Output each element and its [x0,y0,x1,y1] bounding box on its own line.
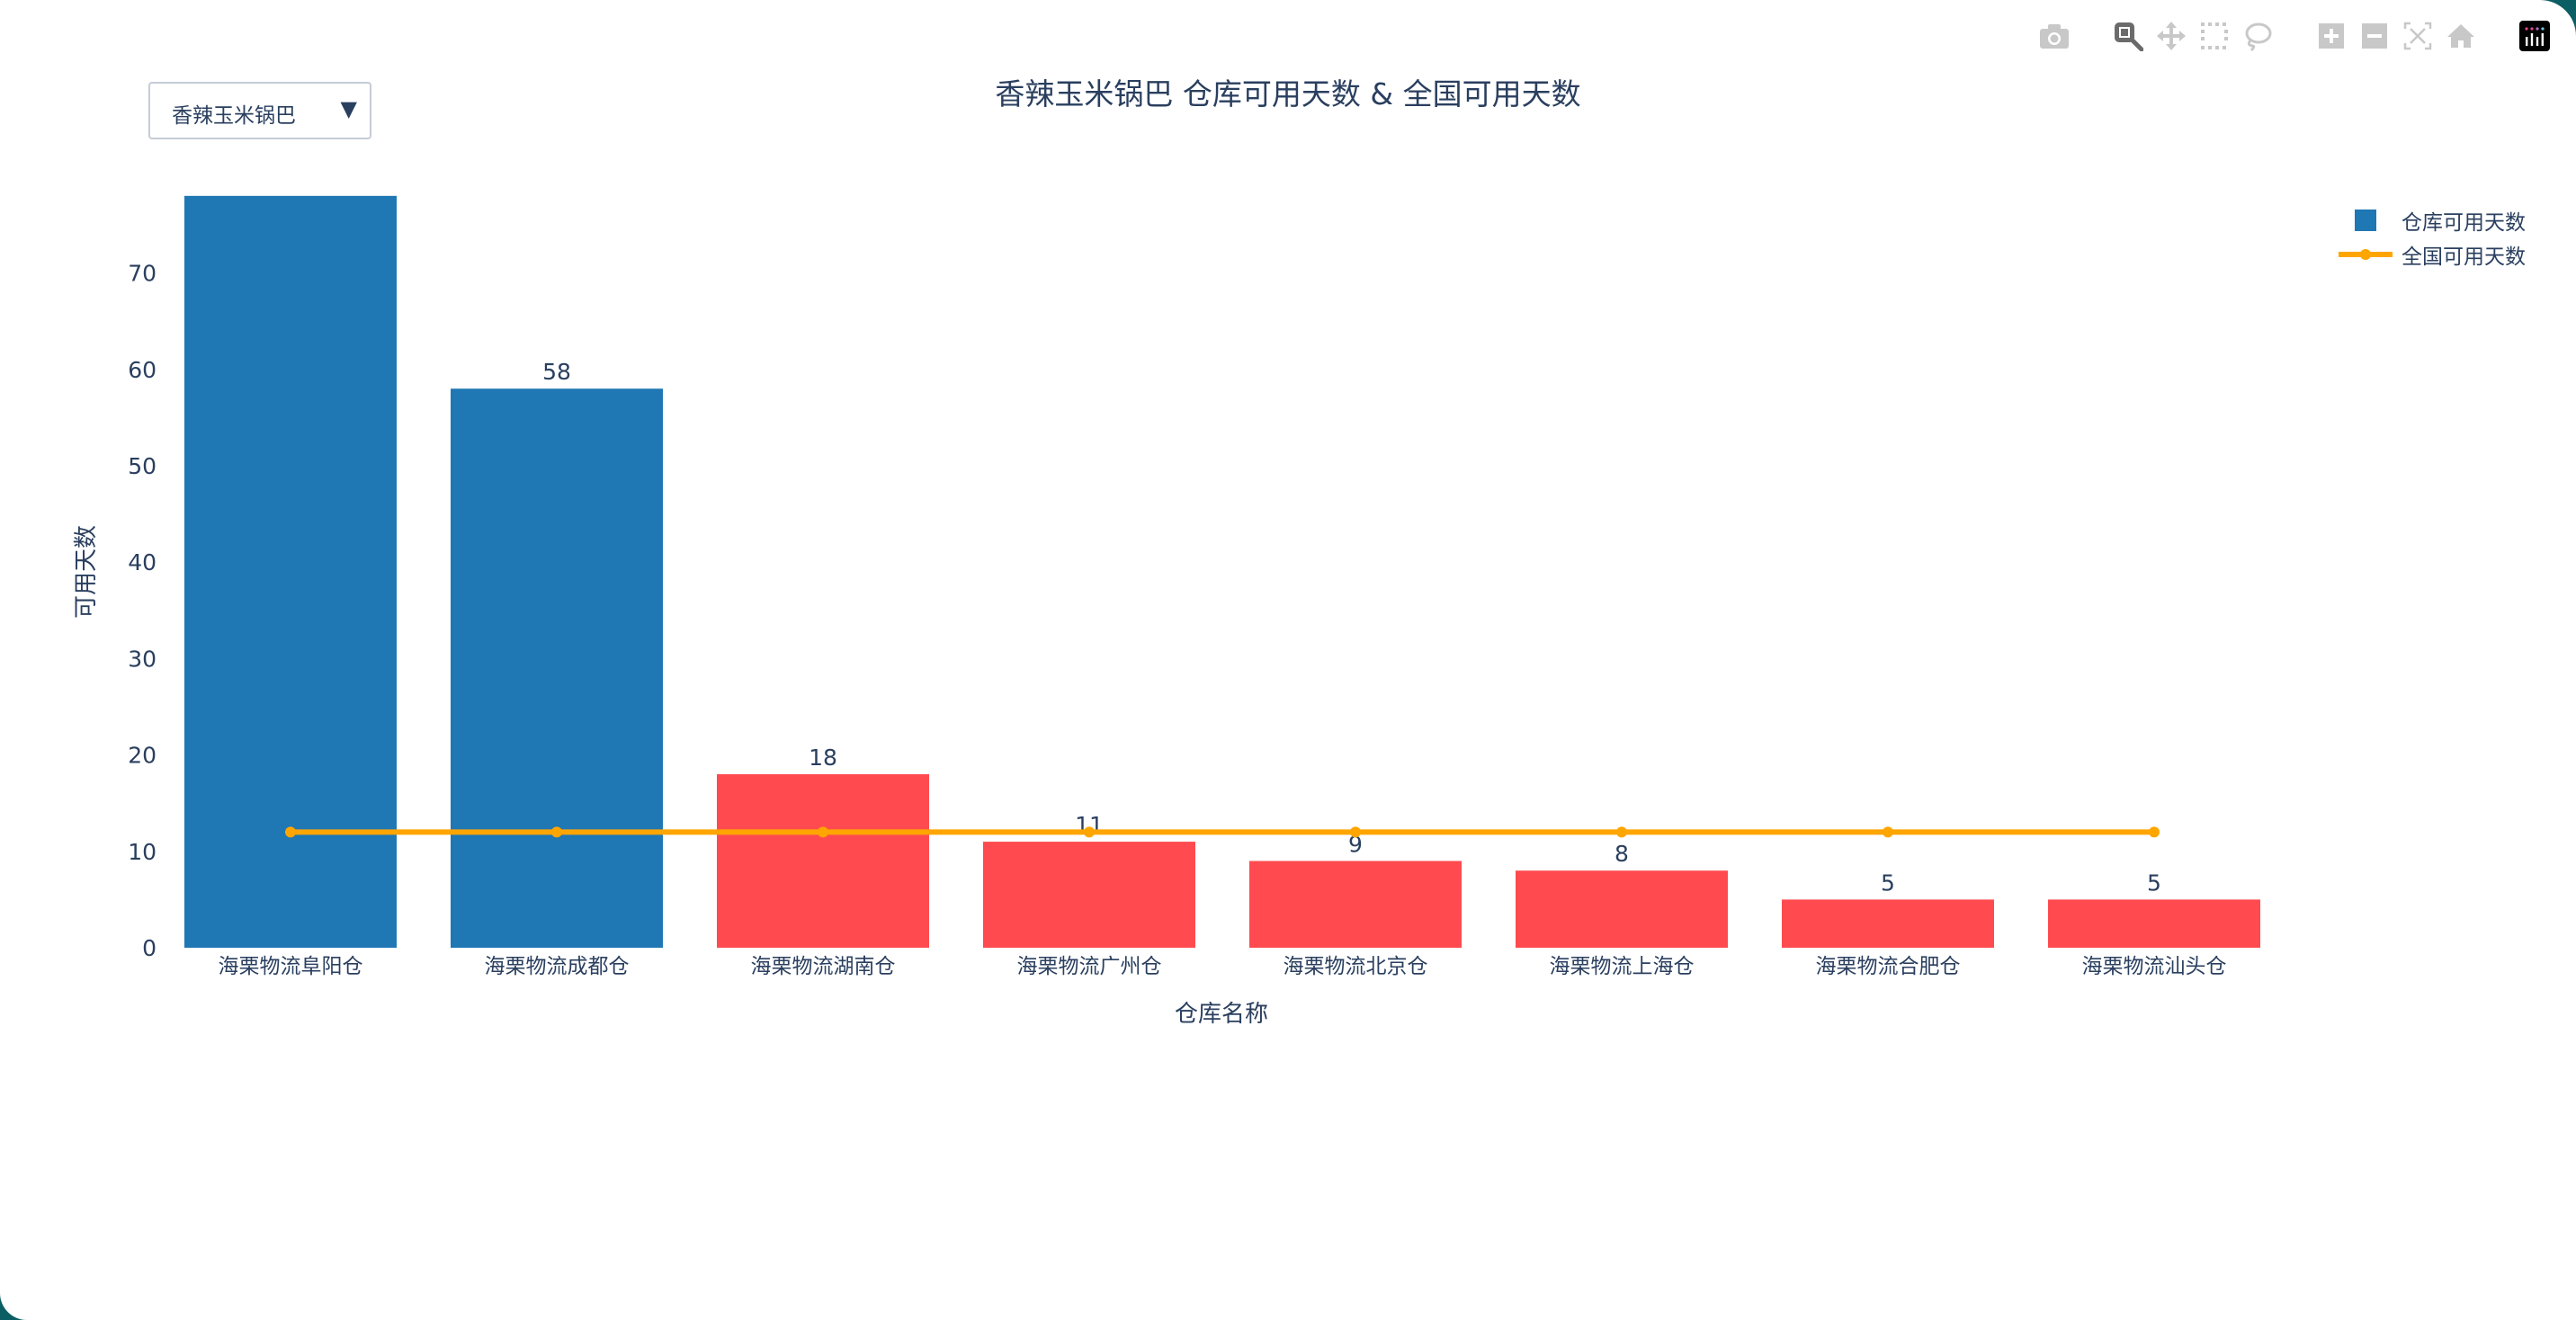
y-axis-ticks: 0 10 20 30 40 50 60 70 [128,261,157,961]
bar[interactable] [451,388,663,948]
pan-icon[interactable] [2155,20,2187,52]
bar-value-label: 9 [1348,832,1363,858]
zoom-icon[interactable] [2112,20,2144,52]
y-tick-label: 20 [128,743,157,769]
bar[interactable] [2048,899,2260,948]
y-tick-label: 60 [128,357,157,383]
line-marker[interactable] [285,826,296,838]
box-select-icon[interactable] [2198,20,2231,52]
x-tick-label: 海栗物流成都仓 [485,955,630,978]
legend-square-icon [2355,210,2376,231]
bar[interactable] [184,195,397,949]
legend-item-warehouse-days[interactable]: 仓库可用天数 [2335,203,2569,237]
bar-value-label: 58 [542,359,571,385]
bar[interactable] [1249,861,1462,948]
bar[interactable] [983,842,1195,948]
x-axis-ticks: 海栗物流阜阳仓 海栗物流成都仓 海栗物流湖南仓 海栗物流广州仓 海栗物流北京仓 海栗物流上… [219,955,2227,978]
line-marker[interactable] [1883,826,1893,838]
line-marker[interactable] [551,826,562,838]
x-tick-label: 海栗物流合肥仓 [1816,955,1961,978]
bar-value-label: 8 [1614,841,1629,867]
line-marker[interactable] [2149,826,2160,838]
zoom-in-icon[interactable] [2315,20,2348,52]
bar[interactable] [717,774,929,948]
autoscale-icon[interactable] [2402,20,2434,52]
plotly-logo-icon[interactable] [2518,20,2551,52]
x-tick-label: 海栗物流北京仓 [1284,955,1428,978]
x-tick-label: 海栗物流湖南仓 [751,955,896,978]
x-tick-label: 海栗物流上海仓 [1550,955,1695,978]
x-tick-label: 海栗物流汕头仓 [2082,955,2227,978]
legend: 仓库可用天数 全国可用天数 [2335,203,2569,272]
bar-value-label: 18 [809,745,837,771]
legend-item-national-days[interactable]: 全国可用天数 [2335,237,2569,272]
chart-title: 香辣玉米锅巴 仓库可用天数 & 全国可用天数 [995,76,1581,111]
bar-value-label: 5 [2147,870,2161,896]
y-tick-label: 40 [128,549,157,575]
y-tick-label: 30 [128,646,157,672]
modebar [2027,20,2551,52]
x-axis-title: 仓库名称 [1175,1001,1268,1028]
bar-series [184,195,2260,949]
line-marker[interactable] [1616,826,1627,838]
line-marker[interactable] [1350,826,1361,838]
y-tick-label: 70 [128,261,157,287]
dropdown-selected-value: 香辣玉米锅巴 [172,104,296,128]
y-axis-title: 可用天数 [73,525,100,619]
bar[interactable] [1516,870,1728,948]
legend-label: 仓库可用天数 [2402,211,2526,235]
product-dropdown[interactable]: 香辣玉米锅巴 ▼ [148,82,371,139]
line-marker[interactable] [818,826,828,838]
zoom-out-icon[interactable] [2358,20,2391,52]
legend-line-icon [2339,249,2393,260]
x-tick-label: 海栗物流阜阳仓 [219,955,363,978]
chevron-down-icon: ▼ [340,96,357,121]
y-tick-label: 0 [142,935,157,961]
bar-value-label: 5 [1881,870,1895,896]
lasso-select-icon[interactable] [2241,20,2274,52]
line-series [285,826,2160,838]
line-marker[interactable] [1084,826,1095,838]
y-tick-label: 10 [128,839,157,865]
bar[interactable] [1782,899,1994,948]
x-tick-label: 海栗物流广州仓 [1017,955,1162,978]
y-tick-label: 50 [128,453,157,479]
camera-icon[interactable] [2038,20,2071,52]
reset-axes-icon[interactable] [2445,20,2477,52]
legend-label: 全国可用天数 [2402,245,2526,269]
